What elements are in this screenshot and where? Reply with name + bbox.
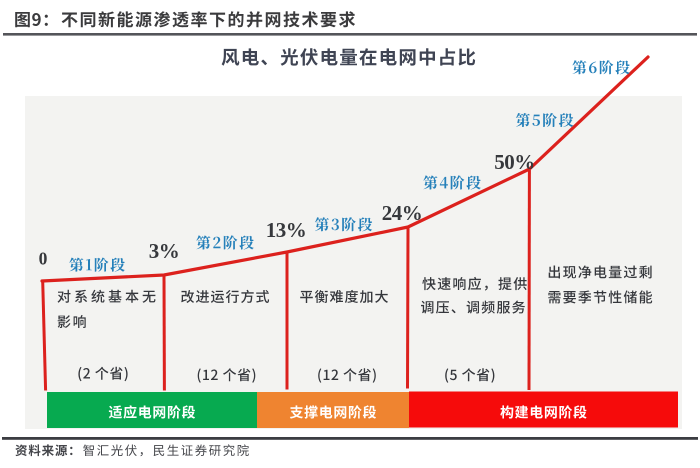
svg-text:24%: 24% xyxy=(382,201,423,225)
svg-text:0: 0 xyxy=(39,249,48,269)
svg-text:13%: 13% xyxy=(266,218,307,242)
svg-text:3%: 3% xyxy=(149,239,180,263)
svg-text:50%: 50% xyxy=(494,150,535,174)
